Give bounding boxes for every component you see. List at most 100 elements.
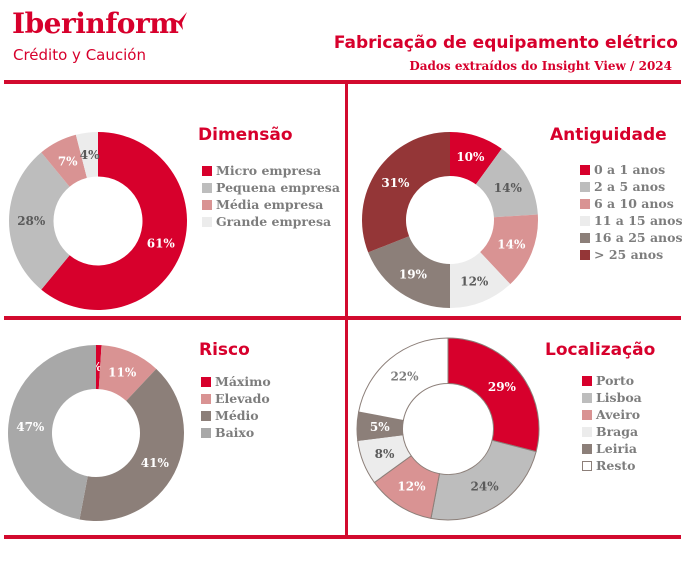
dimensao-legend-item-pequena-empresa: Pequena empresa [202, 179, 340, 196]
page-subtitle: Dados extraídos do Insight View / 2024 [409, 59, 672, 73]
legend-label: Elevado [215, 391, 270, 406]
antiguidade-label-16-a-25-anos: 19% [399, 268, 428, 282]
risco-slice-baixo [7, 345, 97, 520]
antiguidade-legend: 0 a 1 anos 2 a 5 anos 6 a 10 anos 11 a 15 a… [580, 161, 683, 263]
legend-swatch [582, 392, 592, 403]
antiguidade-slice-6-a-10-anos [480, 214, 538, 285]
dimensao-legend-item-media-empresa: Média empresa [202, 196, 340, 213]
bird-chevron-icon [170, 12, 187, 30]
antiguidade-slice-2-a-5-anos [475, 148, 538, 218]
vertical-divider [345, 84, 348, 535]
legend-label: Máximo [215, 374, 271, 389]
legend-swatch [582, 460, 592, 471]
antiguidade-legend-item-11-a-15-anos: 11 a 15 anos [580, 212, 683, 229]
risco-legend-item-medio: Médio [201, 407, 271, 424]
dimensao-slice-grande-empresa [75, 132, 98, 178]
dimensao-label-media-empresa: 7% [58, 155, 78, 169]
antiguidade-legend-item-0-a-1-anos: 0 a 1 anos [580, 161, 683, 178]
antiguidade-slice-16-a-25-anos [368, 236, 450, 308]
risco-legend-item-elevado: Elevado [201, 390, 271, 407]
legend-swatch [201, 393, 211, 404]
antiguidade-label-0-a-1-anos: 10% [456, 150, 485, 164]
risco-title: Risco [199, 340, 250, 360]
legend-label: Leiria [596, 441, 637, 456]
legend-swatch [580, 232, 590, 243]
dimensao-slice-pequena-empresa [8, 152, 70, 290]
antiguidade-legend-item-25-anos: > 25 anos [580, 246, 683, 263]
localizacao-slice-resto [358, 337, 449, 422]
dimensao-label-pequena-empresa: 28% [17, 214, 46, 228]
antiguidade-label-25-anos: 31% [381, 176, 410, 190]
dimensao-donut-chart: 61% 28% 7% 4% [8, 132, 188, 310]
header-divider [4, 80, 681, 84]
dimensao-slice-micro-empresa [41, 132, 188, 310]
bottom-divider [4, 535, 681, 539]
localizacao-label-leiria: 5% [370, 420, 390, 434]
dimensao-legend: Micro empresa Pequena empresa Média empres… [202, 162, 340, 230]
legend-swatch [202, 182, 212, 193]
antiguidade-donut-chart: 10% 14% 14% 12% 19% 31% [362, 132, 538, 308]
localizacao-legend-item-resto: Resto [582, 457, 642, 474]
risco-label-medio: 41% [141, 456, 170, 470]
legend-label: 0 a 1 anos [594, 162, 666, 177]
risco-slice-maximo [96, 345, 102, 390]
legend-label: Média empresa [216, 197, 324, 212]
legend-label: 6 a 10 anos [594, 196, 674, 211]
page-title: Fabricação de equipamento elétrico [333, 33, 678, 53]
legend-label: Lisboa [596, 390, 642, 405]
localizacao-title: Localização [545, 340, 656, 360]
risco-label-baixo: 47% [16, 420, 45, 434]
legend-label: Aveiro [596, 407, 641, 422]
antiguidade-slice-11-a-15-anos [450, 252, 511, 308]
risco-donut-chart: 1%11%41%47% [7, 345, 185, 521]
legend-swatch [580, 164, 590, 175]
antiguidade-title: Antiguidade [550, 125, 667, 145]
legend-label: Baixo [215, 425, 255, 440]
risco-slice-elevado [98, 345, 157, 401]
dimensao-legend-item-grande-empresa: Grande empresa [202, 213, 340, 230]
legend-swatch [580, 215, 590, 226]
legend-label: 2 a 5 anos [594, 179, 666, 194]
legend-swatch [582, 375, 592, 386]
legend-label: 16 a 25 anos [594, 230, 683, 245]
legend-label: 11 a 15 anos [594, 213, 683, 228]
dimensao-label-micro-empresa: 61% [147, 237, 176, 251]
localizacao-slice-lisboa [430, 439, 537, 521]
antiguidade-label-2-a-5-anos: 14% [494, 181, 523, 195]
legend-swatch [201, 410, 211, 421]
risco-legend-item-maximo: Máximo [201, 373, 271, 390]
legend-label: Porto [596, 373, 635, 388]
localizacao-label-resto: 22% [390, 369, 419, 383]
dimensao-label-grande-empresa: 4% [80, 148, 100, 162]
localizacao-slice-porto [447, 337, 540, 453]
legend-swatch [580, 181, 590, 192]
localizacao-donut-chart: 29% 24% 12% 8% 5% 22% [356, 337, 540, 521]
antiguidade-legend-item-2-a-5-anos: 2 a 5 anos [580, 178, 683, 195]
localizacao-legend-item-braga: Braga [582, 423, 642, 440]
antiguidade-slice-0-a-1-anos [450, 132, 502, 185]
legend-swatch [580, 198, 590, 209]
legend-label: Micro empresa [216, 163, 322, 178]
dimensao-slice-media-empresa [41, 134, 87, 187]
dimensao-title: Dimensão [198, 125, 293, 145]
legend-swatch [202, 165, 212, 176]
legend-swatch [202, 199, 212, 210]
risco-slice-medio [79, 368, 185, 521]
localizacao-label-aveiro: 12% [397, 480, 426, 494]
middle-divider [4, 316, 681, 320]
legend-label: > 25 anos [594, 247, 664, 262]
brand-subtitle: Crédito y Caución [13, 46, 146, 64]
legend-swatch [582, 426, 592, 437]
legend-label: Resto [596, 458, 636, 473]
legend-swatch [580, 249, 590, 260]
brand-name: Iberinform [12, 7, 179, 40]
antiguidade-label-6-a-10-anos: 14% [497, 237, 526, 251]
legend-label: Pequena empresa [216, 180, 340, 195]
localizacao-legend-item-leiria: Leiria [582, 440, 642, 457]
risco-legend-item-baixo: Baixo [201, 424, 271, 441]
localizacao-label-porto: 29% [488, 380, 517, 394]
legend-label: Grande empresa [216, 214, 332, 229]
localizacao-legend-item-porto: Porto [582, 372, 642, 389]
legend-label: Médio [215, 408, 259, 423]
localizacao-label-braga: 8% [375, 447, 395, 461]
